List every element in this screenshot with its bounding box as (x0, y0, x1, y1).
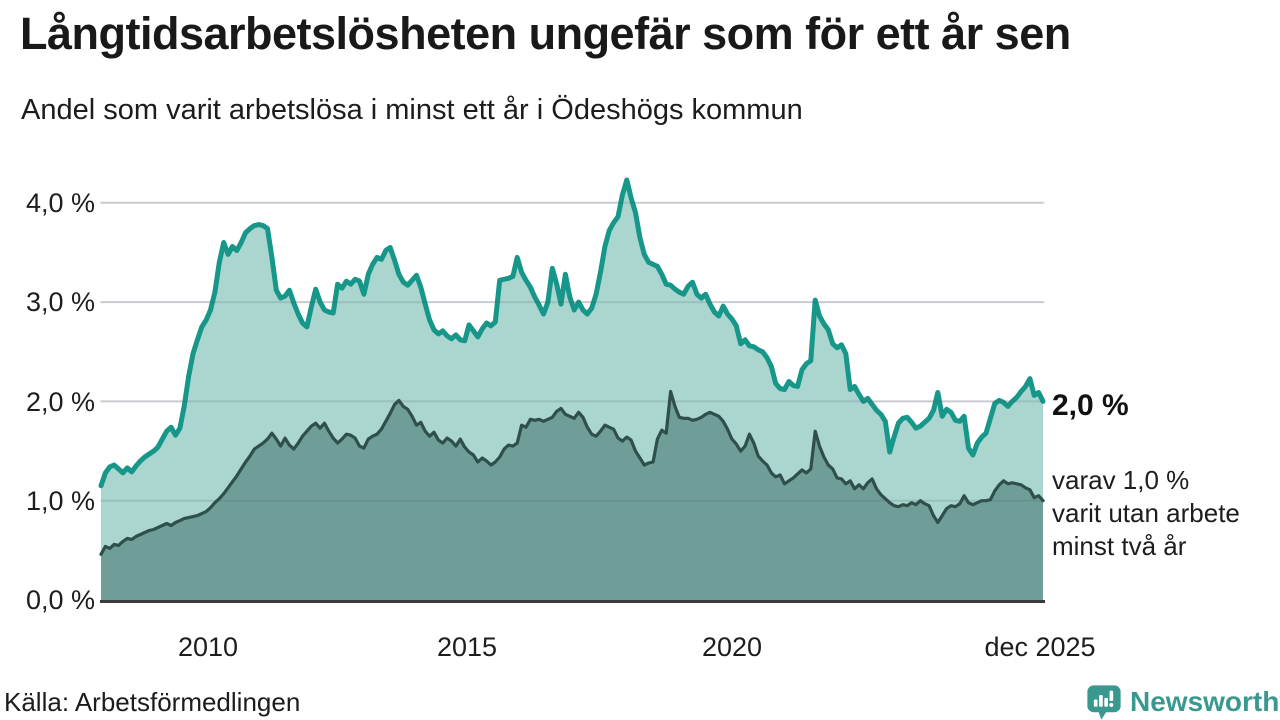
gridlines-overlay (101, 201, 1043, 502)
brand-logo: Newsworthy (1085, 683, 1280, 720)
newsworthy-logo-icon (1087, 685, 1121, 720)
end-value-label-2yr-line: minst två år (1052, 531, 1187, 561)
end-value-label-2yr-line: varit utan arbete (1052, 498, 1240, 528)
y-axis-label: 0,0 % (25, 585, 95, 615)
area-line-unemployed-1yr (98, 177, 1046, 489)
y-axis-label: 4,0 % (25, 188, 95, 218)
x-axis-label: 2010 (177, 632, 239, 662)
end-value-label-2yr: varav 1,0 % varit utan arbete minst två … (1052, 464, 1240, 563)
source-caption: Källa: Arbetsförmedlingen (4, 687, 301, 717)
y-axis-label: 3,0 % (25, 287, 95, 317)
area-line-unemployed-2yr (99, 389, 1045, 556)
x-axis-label: 2015 (436, 632, 498, 662)
end-value-label-2yr-line: varav 1,0 % (1052, 465, 1190, 495)
y-axis-label: 1,0 % (25, 486, 95, 516)
end-value-label-1yr: 2,0 % (1052, 389, 1129, 422)
page-title: Långtidsarbetslösheten ungefär som för e… (20, 8, 1071, 59)
page-subtitle: Andel som varit arbetslösa i minst ett å… (21, 94, 803, 126)
x-axis-label: 2020 (701, 632, 763, 662)
y-axis-label: 2,0 % (25, 387, 95, 417)
x-axis-label: dec 2025 (984, 632, 1096, 662)
brand-wordmark: Newsworthy (1130, 686, 1280, 717)
